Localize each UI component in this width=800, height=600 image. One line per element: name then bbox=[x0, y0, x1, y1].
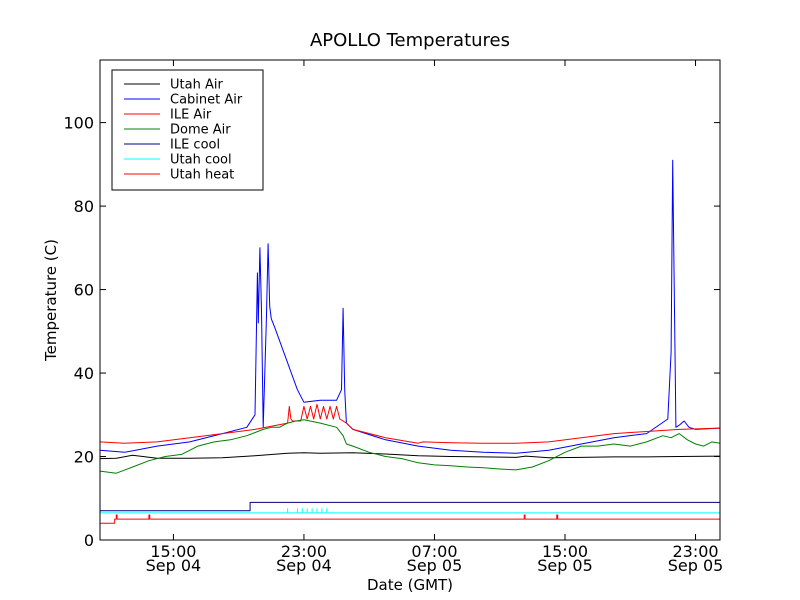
x-axis-label: Date (GMT) bbox=[367, 576, 453, 594]
y-axis-label: Temperature (C) bbox=[42, 239, 60, 362]
legend-label-ile-cool: ILE cool bbox=[170, 138, 220, 153]
y-tick-label: 80 bbox=[74, 197, 94, 216]
legend-label-utah-air: Utah Air bbox=[170, 78, 223, 93]
plot-area bbox=[100, 159, 720, 524]
legend-label-cabinet-air: Cabinet Air bbox=[170, 93, 243, 108]
series-line-cabinet-air bbox=[100, 159, 720, 454]
legend-label-ile-air: ILE Air bbox=[170, 108, 212, 123]
legend-label-utah-cool: Utah cool bbox=[170, 153, 232, 168]
x-tick-date-label: Sep 04 bbox=[146, 556, 202, 575]
x-tick-time-label: 23:00 bbox=[281, 542, 327, 561]
x-tick-date-label: Sep 04 bbox=[276, 556, 332, 575]
series-line-dome-air bbox=[100, 419, 720, 474]
y-tick-label: 100 bbox=[63, 114, 94, 133]
series-line-ile-cool bbox=[100, 501, 720, 512]
x-tick-date-label: Sep 05 bbox=[668, 556, 724, 575]
legend-box bbox=[111, 69, 264, 191]
x-tick-time-label: 07:00 bbox=[411, 542, 457, 561]
y-tick-label: 20 bbox=[74, 448, 94, 467]
x-tick-time-label: 23:00 bbox=[672, 542, 718, 561]
chart-title: APOLLO Temperatures bbox=[310, 30, 510, 51]
x-tick-time-label: 15:00 bbox=[150, 542, 196, 561]
series-line-utah-air bbox=[100, 452, 720, 460]
series-line-utah-cool bbox=[100, 508, 720, 514]
series-line-utah-heat bbox=[100, 514, 720, 524]
plot-frame bbox=[99, 59, 721, 541]
y-tick-label: 40 bbox=[74, 364, 94, 383]
legend-label-utah-heat: Utah heat bbox=[170, 168, 234, 183]
x-tick-time-label: 15:00 bbox=[542, 542, 588, 561]
y-tick-label: 0 bbox=[84, 531, 94, 550]
x-tick-date-label: Sep 05 bbox=[407, 556, 463, 575]
y-tick-label: 60 bbox=[74, 281, 94, 300]
legend-label-dome-air: Dome Air bbox=[170, 123, 231, 138]
x-tick-date-label: Sep 05 bbox=[537, 556, 593, 575]
